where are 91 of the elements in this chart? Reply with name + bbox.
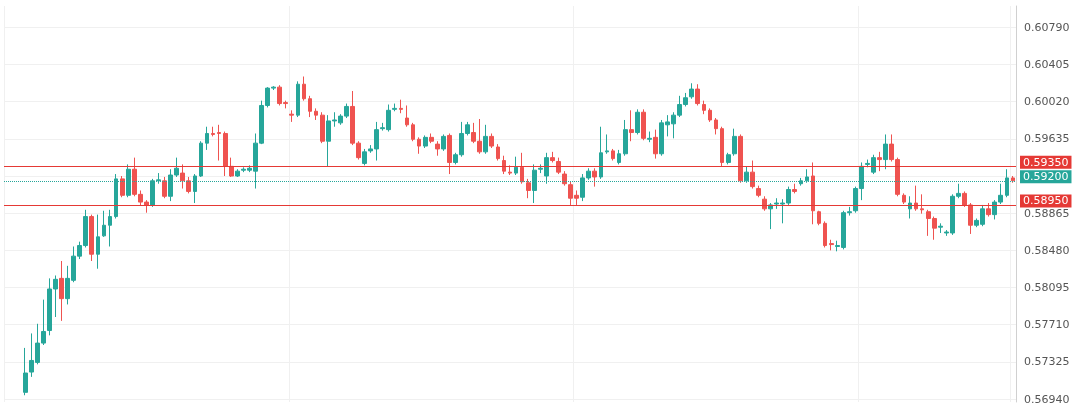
candlestick [708, 107, 712, 123]
candlestick [489, 132, 494, 149]
candlestick [702, 100, 706, 115]
candlestick [108, 209, 112, 247]
candlestick [902, 192, 906, 205]
candlestick [508, 164, 512, 176]
candlestick [199, 140, 203, 178]
candlestick [520, 152, 524, 185]
candlestick [411, 122, 415, 142]
y-tick-label: 0.58480 [1024, 243, 1070, 257]
candlestick [599, 126, 603, 180]
candlestick [483, 124, 488, 155]
candlestick [908, 195, 912, 219]
y-tick-label: 0.57710 [1024, 318, 1070, 332]
candlestick [811, 161, 815, 225]
candlestick [605, 133, 609, 155]
candlestick [629, 109, 634, 142]
candlestick [689, 82, 694, 100]
candlestick [405, 104, 409, 128]
y-tick-label: 0.56940 [1024, 392, 1070, 406]
candlestick [211, 126, 215, 137]
candlestick [653, 129, 658, 160]
candlestick [695, 83, 700, 106]
candlestick [920, 193, 924, 215]
candlestick [302, 76, 306, 102]
candlestick [883, 133, 888, 170]
ref-line-label: 0.59200 [1023, 170, 1069, 184]
ref-line-label: 0.58950 [1023, 194, 1069, 208]
candlestick [89, 214, 94, 262]
candlestick [308, 95, 312, 118]
candlestick [647, 131, 652, 143]
candlestick [514, 156, 518, 176]
y-tick-label: 0.58095 [1024, 281, 1070, 295]
candlestick [938, 222, 943, 234]
candlestick [423, 134, 428, 149]
candlestick [738, 133, 743, 184]
candlestick [550, 151, 555, 163]
candlestick [823, 220, 827, 248]
candlestick [162, 176, 167, 199]
candlestick [447, 132, 452, 175]
candlestick [217, 124, 221, 162]
candlestick [914, 185, 918, 212]
candlestick [223, 131, 228, 177]
candlestick [877, 151, 882, 172]
candlestick [399, 99, 403, 114]
candlestick [235, 168, 240, 178]
candlestick [120, 175, 125, 198]
candlestick [441, 133, 446, 152]
candlestick [496, 143, 500, 162]
candlestick [986, 202, 991, 218]
candlestick [829, 239, 834, 251]
y-tick-label: 0.60405 [1024, 57, 1070, 71]
y-tick-label: 0.60790 [1024, 20, 1070, 34]
ref-line-label: 0.59350 [1023, 155, 1069, 169]
candlestick [756, 185, 761, 198]
candlestick [817, 210, 821, 226]
candlestick [750, 160, 755, 190]
candlestick [296, 80, 300, 118]
y-tick-label: 0.58865 [1024, 206, 1070, 220]
candlestick [592, 167, 597, 188]
candlestick [314, 107, 318, 121]
candlestick [429, 132, 434, 144]
y-tick-label: 0.59635 [1024, 132, 1070, 146]
candlestick [732, 128, 737, 157]
candlestick [562, 170, 567, 187]
candlestick [526, 178, 531, 199]
candlestick [623, 119, 628, 157]
candlestick [102, 210, 106, 238]
candlestick [502, 155, 506, 175]
y-tick-label: 0.60020 [1024, 95, 1070, 109]
candlestick [611, 148, 615, 162]
candlestick [320, 111, 325, 144]
candlestick [435, 140, 440, 157]
candlestick [229, 157, 234, 178]
candlestick [617, 149, 621, 165]
candlestick [762, 195, 767, 212]
y-tick-label: 0.57325 [1024, 355, 1070, 369]
candlestick [392, 103, 397, 112]
candlestick [641, 108, 646, 141]
candlestick [59, 260, 64, 322]
candlestick [714, 117, 718, 135]
candlestick [556, 157, 561, 175]
candlestick [635, 108, 640, 135]
candlestick [205, 126, 209, 151]
candlestick [417, 136, 421, 155]
candlestick [96, 214, 100, 270]
candlestick [289, 109, 294, 123]
candlestick [726, 152, 731, 165]
candlestick [720, 126, 724, 167]
candlestick [792, 183, 797, 194]
candlestick [1011, 175, 1015, 184]
